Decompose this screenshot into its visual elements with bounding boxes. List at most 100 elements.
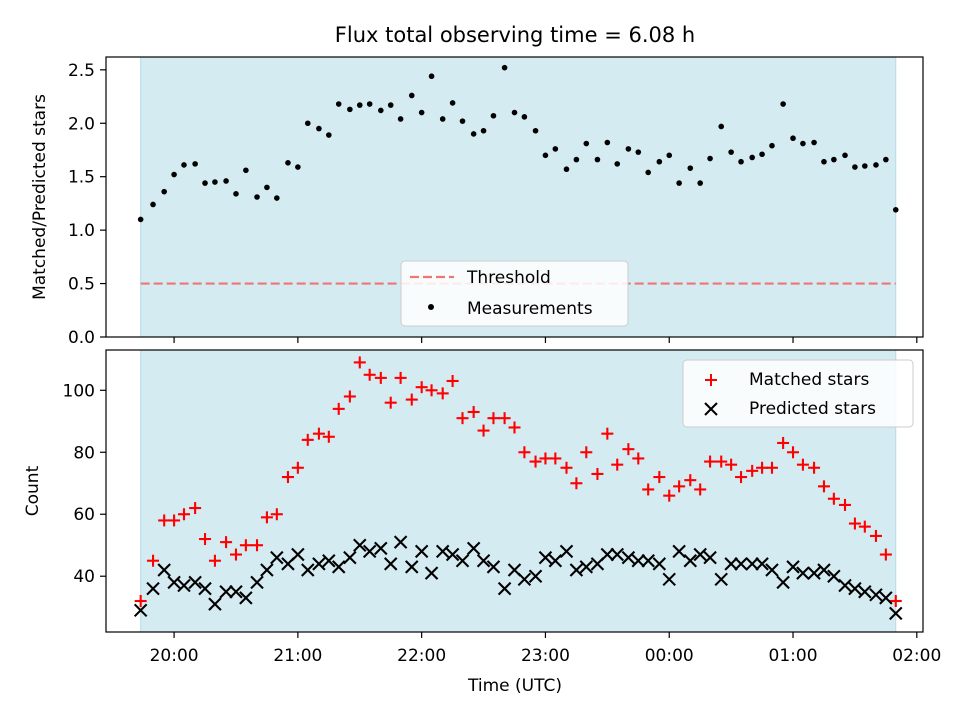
bottom-x-axis: 20:00 21:00 22:00 23:00 00:00 01:00 02:00 — [150, 632, 941, 666]
legend-threshold-label: Threshold — [466, 268, 551, 288]
predicted-star-marker — [435, 544, 450, 559]
measurement-point — [687, 165, 694, 171]
matched-star-marker — [477, 424, 490, 437]
bottom-y-tick-label: 100 — [63, 381, 95, 401]
legend-predicted-label: Predicted stars — [749, 399, 876, 419]
matched-star-marker — [312, 427, 325, 440]
predicted-star-marker — [177, 578, 191, 593]
matched-star-marker — [147, 554, 160, 567]
matched-star-marker — [879, 548, 892, 561]
measurement-point — [480, 127, 487, 134]
measurement-point — [439, 116, 446, 122]
predicted-star-marker — [476, 553, 491, 568]
top-y-tick-label: 1.5 — [68, 168, 95, 188]
measurement-point — [192, 161, 198, 167]
predicted-star-marker — [322, 553, 336, 568]
predicted-star-marker — [291, 547, 305, 562]
measurement-point — [470, 131, 477, 137]
matched-star-marker — [322, 430, 335, 443]
chart-title: Flux total observing time = 6.08 h — [335, 23, 695, 47]
matched-star-marker — [549, 452, 562, 465]
bottom-x-tick-label: 01:00 — [769, 646, 818, 666]
matched-star-marker — [134, 595, 147, 608]
top-y-axis: 0.0 0.5 1.0 1.5 2.0 2.5 — [68, 61, 106, 348]
measurement-point — [821, 158, 827, 165]
bottom-legend: Matched stars Predicted stars — [682, 359, 914, 428]
matched-star-marker — [301, 433, 314, 446]
matched-star-marker — [436, 387, 449, 400]
measurement-point — [521, 114, 528, 120]
matched-star-marker — [746, 464, 759, 477]
matched-star-marker — [363, 368, 376, 381]
bottom-x-tick-label: 02:00 — [892, 646, 941, 666]
matched-star-marker — [889, 595, 902, 608]
predicted-star-marker — [157, 563, 171, 577]
bottom-x-tick-label: 21:00 — [273, 646, 322, 666]
measurement-point — [573, 156, 580, 163]
measurement-point — [326, 132, 332, 138]
measurement-point — [780, 101, 786, 107]
matched-star-marker — [673, 480, 686, 493]
measurement-point — [316, 125, 322, 132]
measurement-point — [264, 184, 270, 191]
predicted-star-marker — [807, 566, 821, 580]
predicted-star-marker — [301, 563, 315, 577]
measurement-point — [749, 154, 755, 161]
measurement-point — [738, 158, 744, 165]
matched-star-marker — [827, 492, 840, 505]
predicted-star-marker — [331, 560, 346, 574]
measurement-point — [408, 92, 415, 99]
matched-star-marker — [425, 384, 438, 397]
matched-star-marker — [796, 458, 809, 471]
measurement-point — [769, 142, 775, 149]
predicted-star-marker — [683, 553, 698, 568]
predicted-star-marker — [229, 584, 243, 599]
measurement-point — [759, 151, 765, 158]
matched-star-marker — [508, 421, 521, 434]
measurement-point — [728, 149, 734, 155]
predicted-star-marker — [445, 547, 460, 562]
predicted-star-marker — [486, 560, 501, 574]
predicted-star-marker — [466, 541, 481, 556]
measurement-point — [563, 166, 570, 173]
matched-star-marker — [858, 520, 871, 533]
predicted-star-marker — [838, 578, 852, 593]
matched-star-marker — [291, 461, 304, 474]
bottom-y-axis: 40 60 80 100 — [63, 381, 106, 587]
matched-star-marker — [229, 548, 242, 561]
matched-star-marker — [374, 371, 387, 384]
legend-measurements-swatch — [428, 304, 434, 310]
predicted-star-marker — [146, 581, 160, 596]
measurement-point — [243, 167, 249, 174]
matched-star-marker — [725, 458, 738, 471]
predicted-star-marker — [703, 550, 717, 565]
predicted-star-marker — [734, 557, 748, 571]
matched-star-marker — [580, 446, 593, 459]
predicted-star-marker — [374, 541, 388, 556]
measurement-point — [718, 123, 725, 130]
predicted-star-marker — [219, 584, 233, 599]
matched-star-marker — [684, 474, 697, 487]
measurement-point — [873, 162, 879, 168]
top-plot-frame — [105, 56, 924, 338]
measurement-point — [831, 156, 837, 163]
measurement-point — [304, 120, 311, 127]
bottom-y-tick-label: 40 — [73, 567, 95, 587]
predicted-star-marker — [405, 560, 419, 574]
predicted-star-marker — [724, 557, 738, 571]
predicted-star-marker — [455, 553, 470, 568]
predicted-star-marker — [652, 557, 667, 571]
measurement-point — [150, 201, 156, 208]
predicted-star-marker — [497, 581, 512, 596]
matched-star-marker — [611, 458, 624, 471]
predicted-star-marker — [693, 547, 707, 562]
matched-star-marker — [715, 455, 728, 468]
measurement-point — [387, 102, 394, 108]
matched-star-marker — [281, 471, 294, 484]
predicted-star-marker — [133, 603, 148, 618]
measurement-point — [295, 164, 301, 170]
matched-star-marker — [777, 436, 790, 449]
matched-star-marker — [251, 539, 264, 552]
predicted-star-marker — [383, 557, 398, 571]
matched-star-marker — [591, 467, 604, 480]
